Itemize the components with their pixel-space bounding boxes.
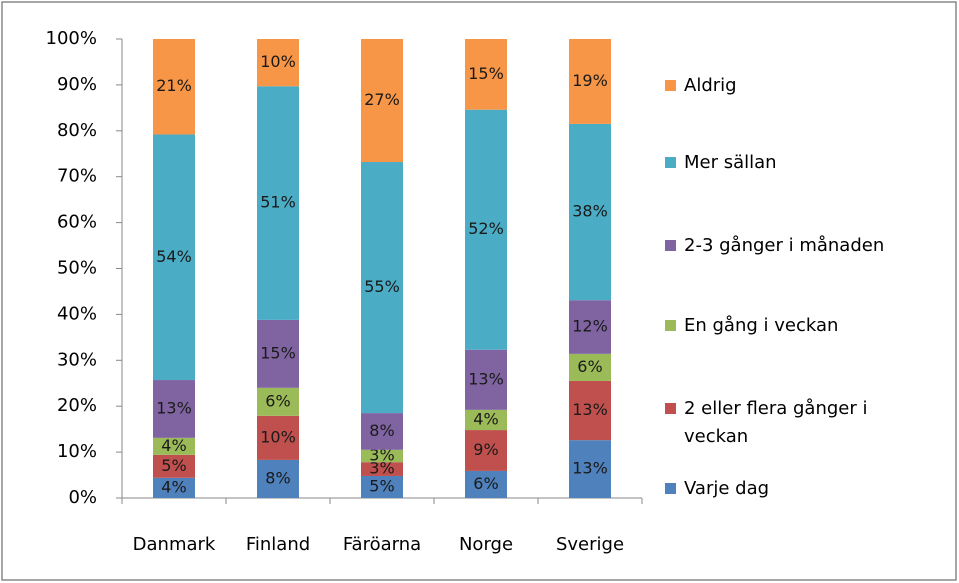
bar-segment	[361, 449, 403, 463]
legend-label: Varje dag	[684, 478, 770, 499]
bar-segment	[465, 409, 507, 431]
bar-segment	[361, 162, 403, 414]
y-tick-label: 60%	[57, 212, 97, 233]
legend-swatch	[665, 157, 676, 168]
y-tick-label: 30%	[57, 349, 97, 370]
data-label: 52%	[468, 219, 504, 238]
data-label: 3%	[369, 459, 394, 478]
data-label: 21%	[156, 76, 192, 95]
legend-label: 2-3 gånger i månaden	[684, 235, 885, 256]
data-label: 8%	[265, 468, 290, 487]
data-label: 15%	[468, 64, 504, 83]
y-tick-label: 50%	[57, 258, 97, 279]
x-tick-label: Norge	[459, 534, 513, 555]
y-tick-label: 80%	[57, 120, 97, 141]
bar-segment	[361, 413, 403, 450]
x-tick-label: Danmark	[133, 534, 216, 555]
y-tick-label: 70%	[57, 166, 97, 187]
data-label: 27%	[364, 90, 400, 109]
bar-segment	[569, 300, 611, 354]
data-label: 54%	[156, 247, 192, 266]
data-label: 38%	[572, 202, 608, 221]
legend-item: Aldrig	[665, 72, 934, 100]
legend-item: Mer sällan	[665, 149, 934, 177]
bar-segment	[569, 39, 611, 124]
data-label: 6%	[577, 357, 602, 376]
data-label: 5%	[161, 456, 186, 475]
bar-segment	[361, 475, 403, 498]
data-label: 4%	[161, 477, 186, 496]
legend-swatch	[665, 483, 676, 494]
data-label: 3%	[369, 446, 394, 465]
data-label: 51%	[260, 193, 296, 212]
data-label: 9%	[473, 440, 498, 459]
bar-segment	[257, 86, 299, 320]
data-label: 10%	[260, 52, 296, 71]
x-tick-label: Finland	[246, 534, 310, 555]
bar-segment	[569, 440, 611, 498]
legend-swatch	[665, 403, 676, 414]
bar-segment	[257, 415, 299, 460]
legend-swatch	[665, 240, 676, 251]
data-label: 6%	[473, 474, 498, 493]
data-label: 55%	[364, 277, 400, 296]
legend-label: Mer sällan	[684, 152, 777, 173]
legend-label: 2 eller flera gånger i veckan	[684, 398, 868, 447]
data-label: 13%	[572, 400, 608, 419]
bar-segment	[257, 459, 299, 498]
bar-segment	[257, 387, 299, 416]
data-label: 5%	[369, 476, 394, 495]
bar-segment	[465, 39, 507, 110]
bar-segment	[569, 353, 611, 381]
y-tick-label: 0%	[68, 487, 97, 508]
bar-segment	[257, 319, 299, 388]
data-label: 10%	[260, 427, 296, 446]
legend-item: 2 eller flera gånger i veckan	[665, 395, 934, 451]
bar-segment	[569, 380, 611, 441]
data-label: 6%	[265, 391, 290, 410]
bar-segment	[465, 430, 507, 471]
bar-segment	[465, 470, 507, 498]
y-tick-label: 100%	[46, 28, 97, 49]
y-tick-label: 20%	[57, 395, 97, 416]
legend-item: 2-3 gånger i månaden	[665, 232, 934, 260]
legend-label: En gång i veckan	[684, 315, 839, 336]
data-label: 8%	[369, 421, 394, 440]
data-label: 13%	[572, 459, 608, 478]
bar-segment	[361, 462, 403, 476]
legend-label: Aldrig	[684, 75, 737, 96]
x-tick-label: Färöarna	[343, 534, 421, 555]
data-label: 4%	[161, 436, 186, 455]
bar-segment	[153, 134, 195, 381]
data-label: 13%	[156, 398, 192, 417]
data-label: 12%	[572, 317, 608, 336]
bar-segment	[153, 380, 195, 438]
y-tick-label: 40%	[57, 303, 97, 324]
bar-segment	[153, 454, 195, 478]
data-label: 15%	[260, 343, 296, 362]
bar-segment	[257, 39, 299, 87]
data-label: 4%	[473, 409, 498, 428]
data-label: 19%	[572, 71, 608, 90]
x-tick-label: Sverige	[556, 534, 624, 555]
bar-segment	[361, 39, 403, 163]
bar-segment	[465, 109, 507, 350]
bar-segment	[153, 477, 195, 498]
bar-segment	[153, 437, 195, 455]
y-tick-label: 10%	[57, 441, 97, 462]
legend-swatch	[665, 80, 676, 91]
legend-item: Varje dag	[665, 475, 934, 503]
y-tick-label: 90%	[57, 74, 97, 95]
legend-item: En gång i veckan	[665, 312, 934, 340]
bar-segment	[569, 123, 611, 301]
bar-segment	[153, 39, 195, 135]
data-label: 13%	[468, 369, 504, 388]
legend-swatch	[665, 320, 676, 331]
bar-segment	[465, 349, 507, 410]
